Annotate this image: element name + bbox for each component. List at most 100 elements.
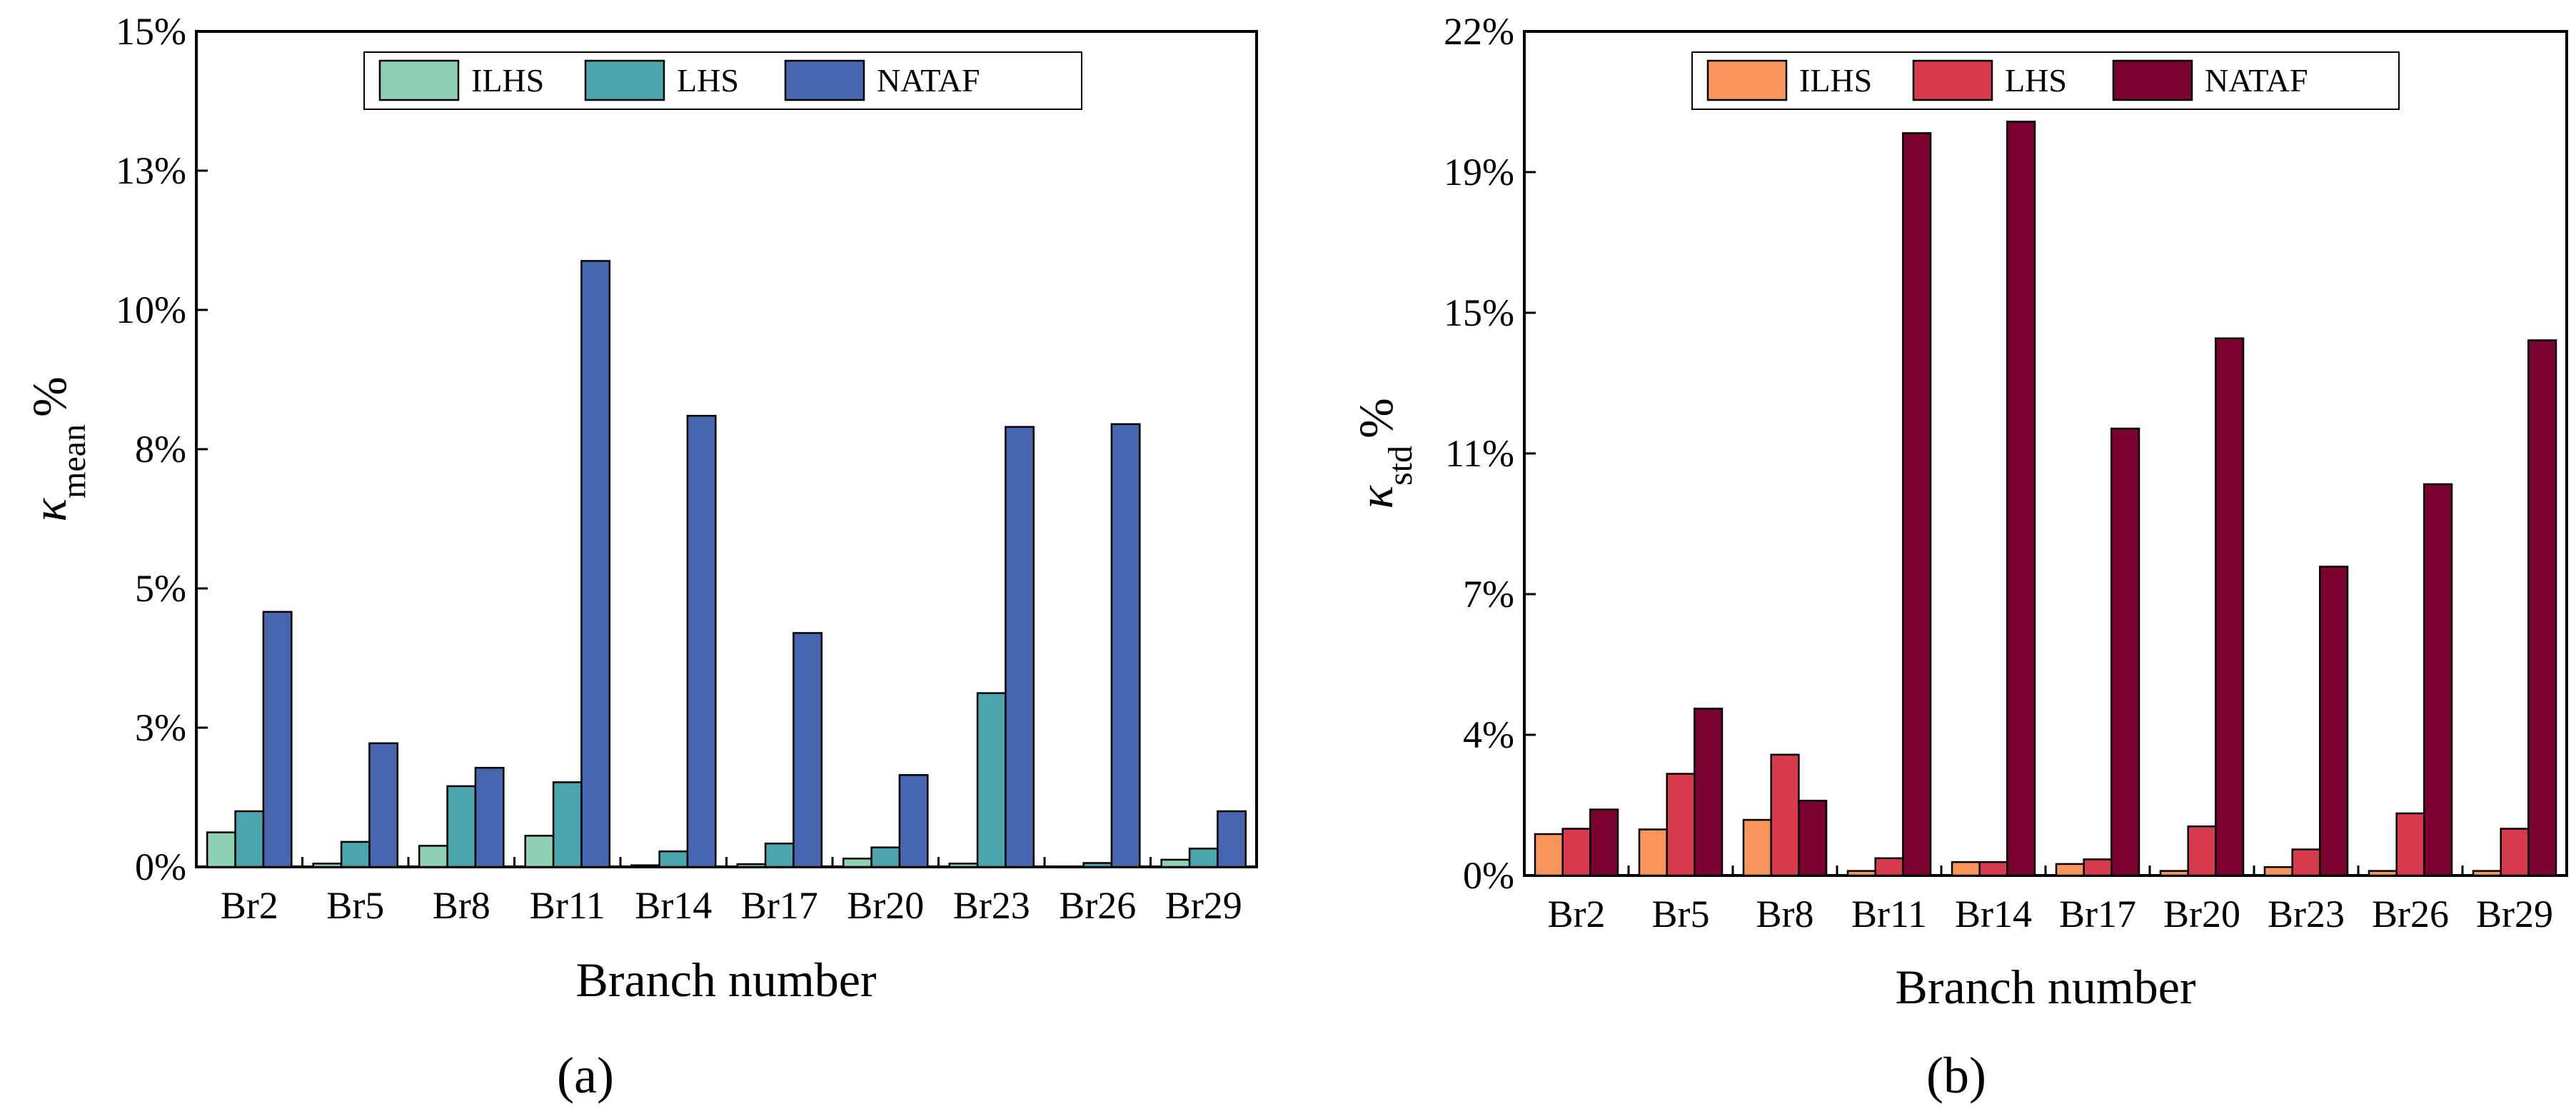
x-tick-label-br5-b: Br5 xyxy=(1652,893,1710,935)
bar-nataf-br14-b xyxy=(2006,121,2036,877)
x-tick-label-br29-a: Br29 xyxy=(1165,884,1242,927)
y-tick-label-b: 22% xyxy=(1444,10,1514,53)
legend-item-ilhs-a: ILHS xyxy=(378,59,544,101)
bar-lhs-br11-a xyxy=(552,781,583,868)
bar-lhs-br2-a xyxy=(234,810,265,868)
x-tick-label-br11-b: Br11 xyxy=(1851,893,1927,935)
bar-nataf-br11-a xyxy=(580,260,611,868)
y-axis-subscript-a: mean xyxy=(55,424,93,498)
bar-ilhs-br11-b xyxy=(1846,870,1876,877)
plot-frame-b xyxy=(1523,30,2568,877)
y-axis-title-b: κstd% xyxy=(1349,398,1419,508)
legend-swatch-lhs-b xyxy=(1912,59,1993,101)
bar-nataf-br8-b xyxy=(1798,799,1828,877)
legend-label-nataf-a: NATAF xyxy=(877,62,980,99)
bar-lhs-br2-b xyxy=(1561,828,1591,877)
x-tick-label-br2-a: Br2 xyxy=(221,884,278,927)
legend-item-ilhs-b: ILHS xyxy=(1706,59,1872,101)
bar-lhs-br8-b xyxy=(1770,753,1800,877)
bar-lhs-br29-a xyxy=(1188,848,1219,868)
y-axis-subscript-b: std xyxy=(1382,446,1419,486)
bar-ilhs-br26-a xyxy=(1054,865,1085,868)
y-tick-label-b: 7% xyxy=(1463,573,1514,616)
y-tick-label-a: 15% xyxy=(116,10,186,53)
bar-lhs-br23-a xyxy=(976,692,1007,868)
y-tick-label-a: 13% xyxy=(116,149,186,192)
panel-b: Br2 Br5 Br8 Br11 Br14 Br17 Br20 Br23 Br26 Br29 0% 4… xyxy=(1349,10,2568,1104)
legend-a: ILHS LHS NATAF xyxy=(363,51,1082,110)
bar-nataf-br26-b xyxy=(2423,483,2453,877)
bar-ilhs-br17-b xyxy=(2055,863,2085,877)
y-axis-title-a: κmean% xyxy=(22,376,93,521)
legend-frame-a xyxy=(363,51,1082,110)
bar-ilhs-br14-a xyxy=(630,864,660,868)
x-tick-label-br11-a: Br11 xyxy=(530,884,605,927)
y-tick-label-a: 10% xyxy=(116,288,186,331)
bar-lhs-br17-b xyxy=(2083,858,2113,877)
legend-swatch-lhs-a xyxy=(584,59,665,101)
x-tick-label-br17-a: Br17 xyxy=(741,884,818,927)
bar-ilhs-br8-b xyxy=(1742,818,1772,877)
x-tick-label-br14-a: Br14 xyxy=(635,884,712,927)
x-axis-title-a: Branch number xyxy=(575,953,876,1007)
y-axis-suffix-b: % xyxy=(1349,398,1403,438)
bar-ilhs-br2-b xyxy=(1534,833,1564,877)
y-tick-label-b: 4% xyxy=(1463,713,1514,756)
bar-nataf-br20-b xyxy=(2215,337,2245,877)
bar-ilhs-br23-a xyxy=(948,863,979,868)
ticks-a: Br2 Br5 Br8 Br11 Br14 Br17 Br20 Br23 Br26 Br29 0% 3… xyxy=(116,10,1242,927)
bar-ilhs-br29-a xyxy=(1160,858,1191,868)
legend-swatch-nataf-b xyxy=(2112,59,2193,101)
bar-ilhs-br17-a xyxy=(736,863,767,868)
legend-item-nataf-b: NATAF xyxy=(2112,59,2308,101)
bar-nataf-br5-a xyxy=(368,742,399,868)
y-tick-label-a: 8% xyxy=(135,428,186,471)
legend-swatch-nataf-a xyxy=(784,59,865,101)
bar-nataf-br26-a xyxy=(1110,423,1141,868)
bar-nataf-br29-a xyxy=(1217,810,1247,868)
bar-nataf-br8-a xyxy=(474,766,505,868)
legend-swatch-ilhs-a xyxy=(378,59,460,101)
bar-nataf-br23-a xyxy=(1005,426,1035,868)
y-tick-label-b: 19% xyxy=(1444,151,1514,194)
bar-ilhs-br8-a xyxy=(418,845,448,868)
legend-label-lhs-b: LHS xyxy=(2005,62,2067,99)
bar-lhs-br11-b xyxy=(1874,857,1904,877)
bar-lhs-br17-a xyxy=(764,842,795,868)
x-tick-label-br29-b: Br29 xyxy=(2476,893,2553,935)
bar-lhs-br8-a xyxy=(446,785,477,868)
y-axis-symbol-a: κ xyxy=(22,498,76,522)
legend-label-ilhs-b: ILHS xyxy=(1799,62,1872,99)
bar-ilhs-br2-a xyxy=(206,831,236,868)
x-tick-label-br5-a: Br5 xyxy=(326,884,384,927)
legend-b: ILHS LHS NATAF xyxy=(1691,51,2400,110)
bar-lhs-br14-a xyxy=(658,850,689,868)
y-axis-suffix-a: % xyxy=(22,376,76,417)
x-tick-label-br14-b: Br14 xyxy=(1955,893,2032,935)
y-tick-label-a: 5% xyxy=(135,567,186,610)
bar-lhs-br29-b xyxy=(2500,828,2530,877)
bar-nataf-br17-a xyxy=(793,632,823,868)
x-axis-title-b: Branch number xyxy=(1895,960,2195,1014)
bar-nataf-br2-b xyxy=(1589,808,1619,877)
x-tick-label-br8-a: Br8 xyxy=(433,884,490,927)
legend-item-lhs-b: LHS xyxy=(1912,59,2067,101)
y-tick-label-b: 15% xyxy=(1444,291,1514,334)
panel-a: Br2 Br5 Br8 Br11 Br14 Br17 Br20 Br23 Br26 Br29 0% 3… xyxy=(22,10,1258,1104)
x-tick-label-br20-b: Br20 xyxy=(2163,893,2240,935)
legend-item-lhs-a: LHS xyxy=(584,59,739,101)
bar-lhs-br14-b xyxy=(1978,860,2008,877)
legend-label-nataf-b: NATAF xyxy=(2205,62,2308,99)
bar-nataf-br14-a xyxy=(686,414,717,868)
bar-ilhs-br20-a xyxy=(842,858,872,868)
bar-ilhs-br20-b xyxy=(2159,870,2189,877)
bar-nataf-br17-b xyxy=(2110,427,2140,877)
panel-label-a: (a) xyxy=(557,1047,614,1104)
bar-ilhs-br26-b xyxy=(2368,870,2398,877)
x-tick-label-br26-b: Br26 xyxy=(2372,893,2449,935)
bar-ilhs-br5-a xyxy=(312,863,343,868)
bars-b xyxy=(1534,121,2557,877)
plot-frame-a xyxy=(195,30,1258,868)
y-tick-label-b: 11% xyxy=(1445,432,1514,475)
y-tick-label-a: 0% xyxy=(135,845,186,888)
